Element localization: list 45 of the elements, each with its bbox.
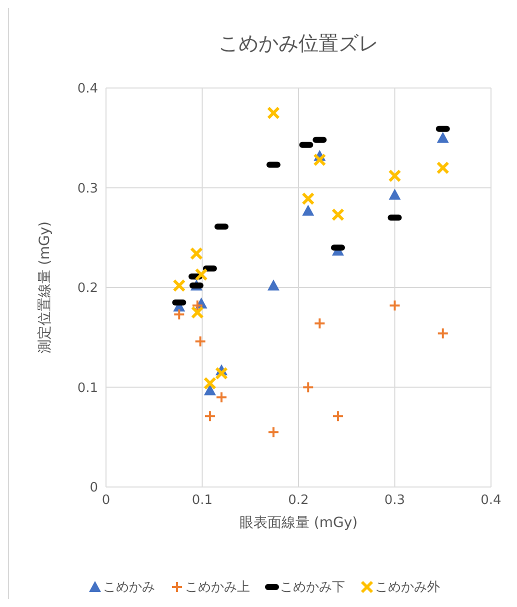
- y-tick-label: 0.2: [77, 281, 98, 296]
- chart-title: こめかみ位置ズレ: [218, 30, 380, 57]
- point: [215, 366, 228, 380]
- point: [302, 204, 314, 216]
- point: [172, 279, 186, 292]
- point: [267, 426, 280, 438]
- point: [204, 410, 216, 422]
- point: [436, 327, 449, 340]
- y-tick-label: 0.3: [77, 181, 98, 196]
- y-axis-title: 測定位置線量 (mGy): [36, 221, 53, 354]
- point: [190, 306, 204, 319]
- x-tick-label: 0.2: [288, 493, 309, 508]
- point: [267, 280, 280, 291]
- point: [173, 308, 186, 320]
- x-tick-label: 0: [102, 493, 110, 508]
- point: [436, 161, 450, 174]
- x-axis-title: 眼表面線量 (mGy): [239, 515, 358, 531]
- point: [302, 192, 315, 206]
- x-tick-label: 0.3: [384, 493, 406, 508]
- y-tick-label: 0: [90, 480, 98, 496]
- legend-label: こめかみ外: [375, 579, 440, 596]
- legend-label: こめかみ: [103, 579, 155, 596]
- point: [436, 132, 449, 143]
- y-tick-label: 0.4: [77, 82, 98, 97]
- point: [204, 384, 216, 396]
- point: [313, 153, 326, 166]
- point: [216, 391, 228, 404]
- y-tick-label: 0.1: [77, 380, 98, 396]
- point: [203, 376, 216, 390]
- point: [191, 299, 204, 312]
- point: [331, 208, 344, 222]
- point: [194, 268, 208, 282]
- point: [388, 188, 401, 200]
- legend-label: こめかみ上: [185, 579, 250, 596]
- point: [332, 410, 344, 422]
- point: [388, 169, 402, 182]
- x-tick-label: 0.4: [480, 493, 502, 508]
- point: [194, 335, 206, 348]
- x-tick-label: 0.1: [192, 493, 213, 508]
- point: [302, 381, 314, 394]
- point: [190, 247, 203, 260]
- point: [314, 317, 326, 330]
- legend-label: こめかみ下: [280, 579, 345, 596]
- point: [388, 299, 401, 312]
- point: [266, 106, 280, 120]
